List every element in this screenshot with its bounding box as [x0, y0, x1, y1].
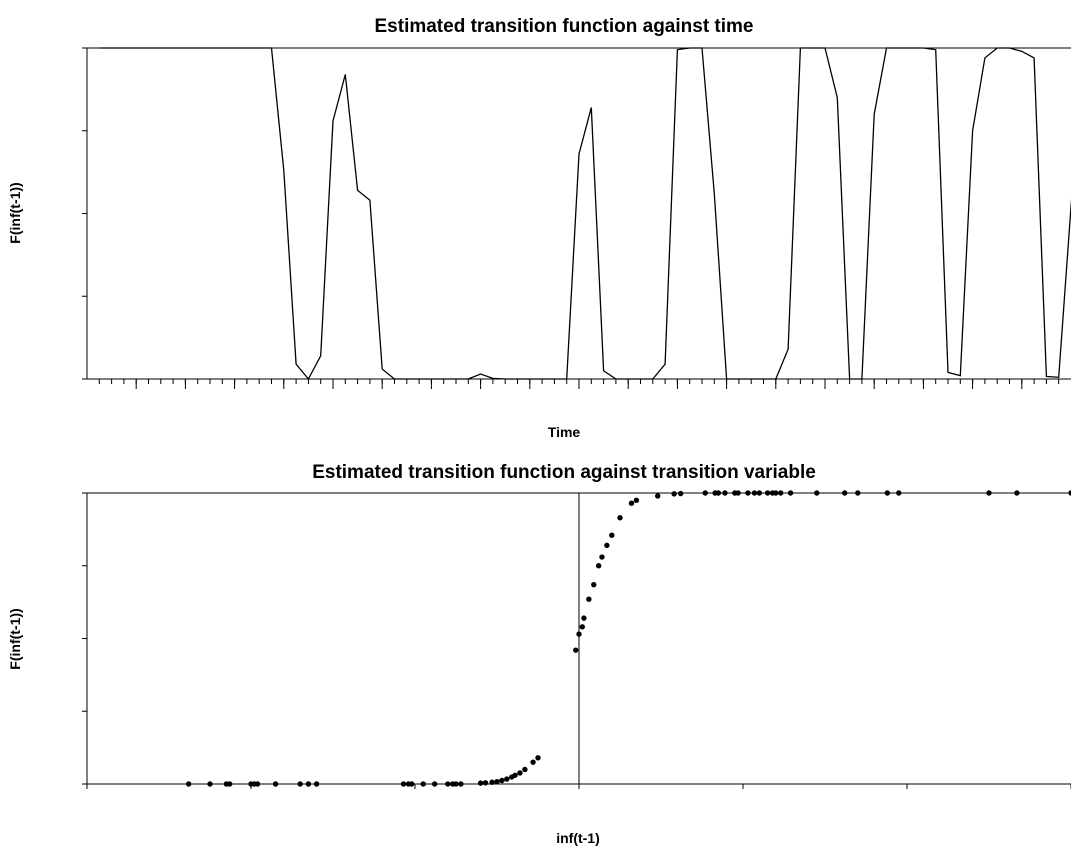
scatter-point	[677, 490, 684, 497]
scatter-point	[814, 490, 820, 496]
scatter-point	[884, 490, 891, 496]
scatter-point	[986, 490, 992, 496]
scatter-point	[1068, 490, 1071, 496]
time-chart-series	[99, 47, 1071, 381]
scatter-point	[655, 493, 661, 499]
scatter-point	[787, 490, 794, 496]
scatter-point	[751, 490, 758, 496]
scatter-point	[841, 490, 848, 496]
scatter-point	[722, 490, 728, 496]
scatter-point	[535, 755, 541, 761]
scatter-point	[715, 490, 722, 496]
scatter-point	[504, 776, 510, 782]
scatter-point	[207, 781, 213, 787]
scatter-point	[778, 490, 784, 496]
scatter-point	[579, 624, 585, 630]
scatter-point	[581, 615, 587, 621]
scatter-point	[671, 491, 677, 497]
scatter-point	[628, 500, 635, 506]
scatter-point	[604, 542, 610, 549]
transition-chart-x-label: inf(t-1)	[556, 830, 600, 846]
scatter-point	[297, 781, 303, 787]
scatter-point	[272, 781, 279, 787]
scatter-point	[586, 596, 592, 602]
transition-chart-axes	[82, 492, 1071, 789]
scatter-point	[517, 770, 523, 776]
scatter-point	[617, 515, 623, 521]
scatter-point	[591, 581, 597, 588]
scatter-point	[458, 781, 464, 787]
scatter-point	[702, 490, 708, 496]
scatter-point	[773, 490, 779, 496]
scatter-point	[431, 781, 438, 787]
scatter-point	[896, 490, 902, 496]
time-chart-axes	[82, 47, 1071, 389]
time-chart: Estimated transition function against ti…	[7, 16, 1071, 440]
scatter-point	[313, 781, 320, 787]
time-chart-title: Estimated transition function against ti…	[375, 16, 754, 37]
scatter-point	[409, 781, 415, 787]
scatter-point	[745, 490, 751, 496]
scatter-point	[764, 490, 771, 496]
scatter-point	[530, 759, 536, 765]
scatter-point	[512, 772, 518, 778]
scatter-point	[609, 532, 615, 538]
scatter-point	[599, 554, 605, 560]
scatter-point	[756, 490, 763, 496]
scatter-point	[420, 781, 426, 787]
scatter-point	[576, 631, 582, 637]
scatter-point	[254, 781, 261, 787]
scatter-point	[477, 780, 484, 786]
scatter-point	[185, 781, 192, 787]
scatter-point	[1014, 490, 1020, 496]
transition-chart-y-label: F(inf(t-1))	[7, 608, 23, 669]
scatter-point	[855, 490, 861, 496]
time-chart-x-label: Time	[548, 424, 581, 440]
time-chart-y-label: F(inf(t-1))	[7, 182, 23, 243]
scatter-point	[226, 781, 233, 787]
scatter-point	[489, 779, 495, 785]
transition-chart-title: Estimated transition function against tr…	[312, 462, 816, 483]
scatter-point	[522, 766, 528, 773]
scatter-point	[494, 778, 500, 785]
scatter-point	[305, 781, 312, 787]
transition-function-line	[99, 47, 1071, 381]
scatter-point	[445, 781, 451, 787]
transition-chart-points	[185, 490, 1071, 787]
scatter-point	[735, 490, 741, 496]
scatter-point	[633, 497, 640, 503]
scatter-point	[482, 780, 489, 786]
scatter-point	[573, 647, 579, 653]
transition-variable-chart: Estimated transition function against tr…	[7, 462, 1071, 846]
scatter-point	[453, 781, 459, 787]
scatter-point	[595, 563, 602, 569]
scatter-point	[400, 781, 407, 787]
scatter-point	[499, 777, 505, 784]
